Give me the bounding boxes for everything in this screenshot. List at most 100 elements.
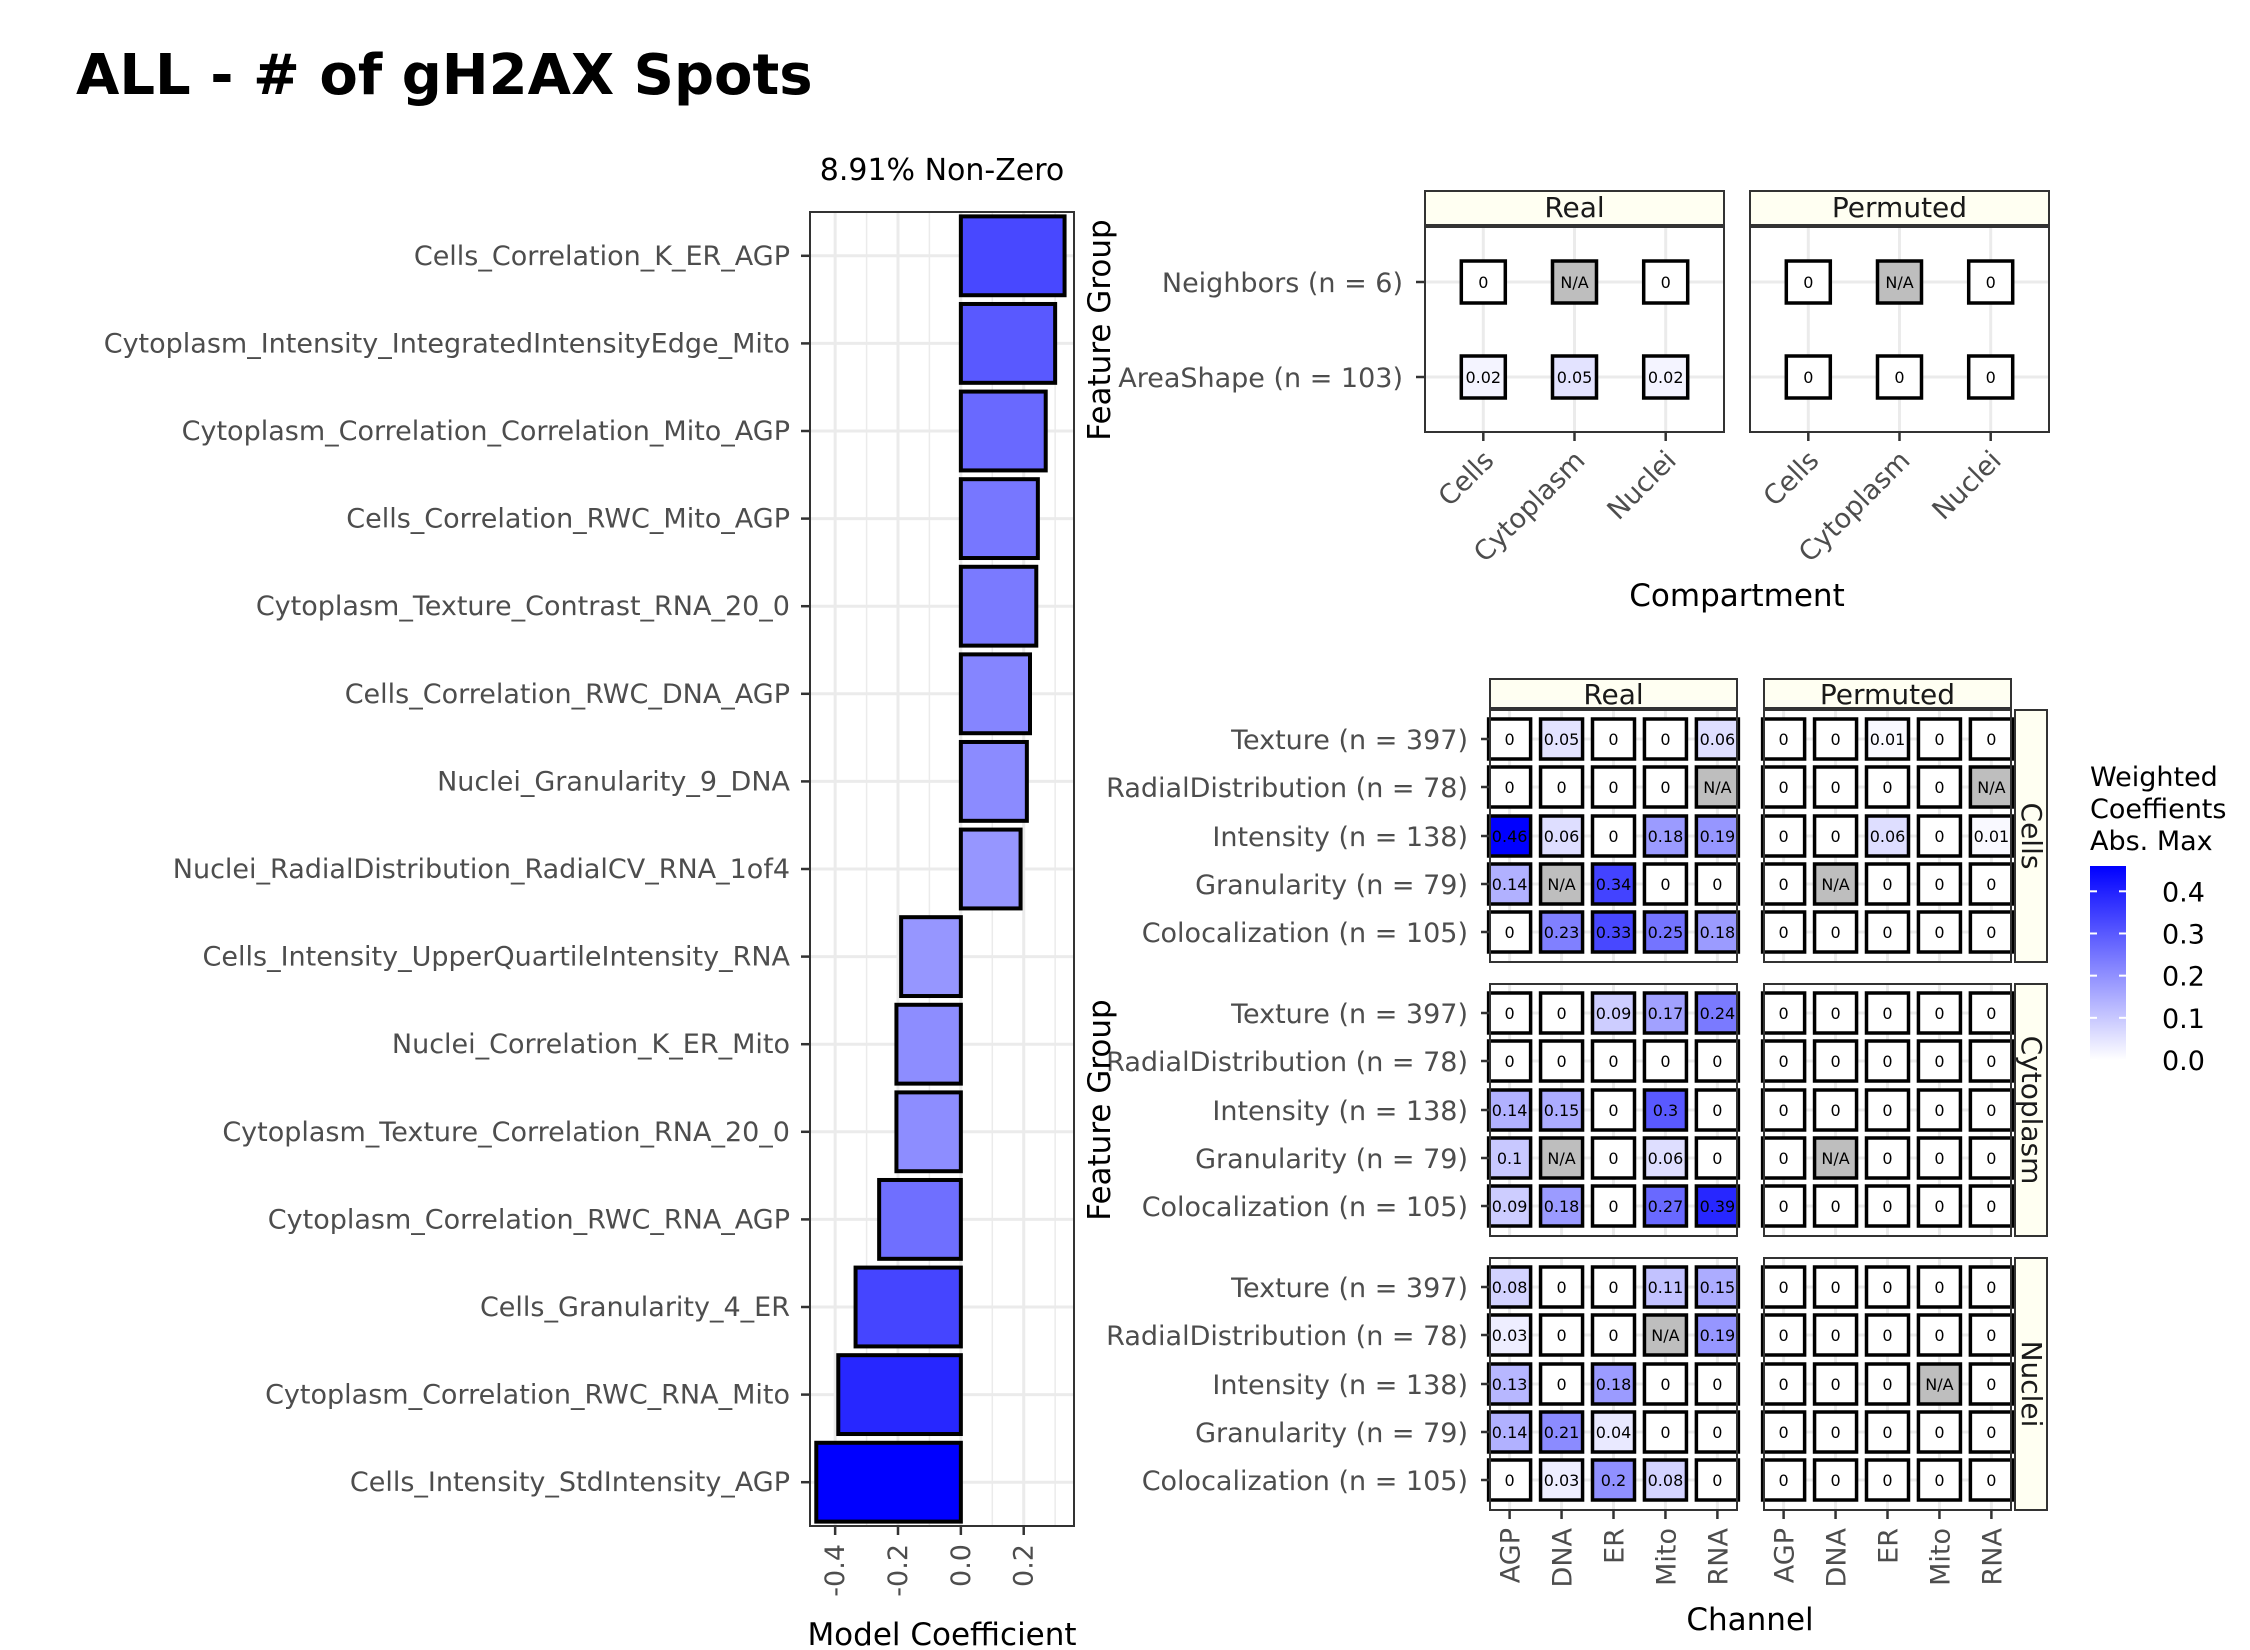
facet-strip-label: Cytoplasm xyxy=(2015,1036,2048,1185)
heatmap-cell xyxy=(1760,1410,1807,1454)
heatmap-cell xyxy=(1864,765,1911,809)
heatmap-cell-label: 0 xyxy=(1934,1197,1944,1216)
x-tick-label: Cells xyxy=(1758,445,1826,513)
heatmap-cell xyxy=(1760,1313,1807,1357)
heatmap-cell-label: 0.2 xyxy=(1601,1471,1626,1490)
heatmap-cell xyxy=(1812,1265,1859,1309)
heatmap-cell xyxy=(1538,1039,1585,1083)
heatmap-cell-label: 0 xyxy=(1803,273,1813,292)
heatmap-cell-label: 0 xyxy=(1660,1423,1670,1442)
heatmap-cell-label: 0 xyxy=(1505,778,1515,797)
heatmap-cell xyxy=(1916,1184,1963,1228)
heatmap-cell-label: 0 xyxy=(1882,1197,1892,1216)
heatmap-cell xyxy=(1694,1265,1741,1309)
heatmap-cell-label: 0 xyxy=(1830,923,1840,942)
heatmap-cell-label: 0.18 xyxy=(1544,1197,1580,1216)
x-tick-label: ER xyxy=(1600,1528,1631,1564)
heatmap-cell-label: 0.08 xyxy=(1648,1471,1684,1490)
facet-strip-label: Nuclei xyxy=(2015,1341,2048,1428)
heatmap-cell xyxy=(1590,862,1637,906)
coefficient-bar xyxy=(899,915,963,999)
heatmap-cell-label: 0.06 xyxy=(1870,827,1906,846)
heatmap-cell xyxy=(1694,814,1741,858)
heatmap-cell-label: 0 xyxy=(1830,1471,1840,1490)
heatmap-cell xyxy=(1760,1458,1807,1502)
heatmap-cell xyxy=(1590,814,1637,858)
heatmap-cell xyxy=(1760,1184,1807,1228)
coefficient-bar xyxy=(814,1440,963,1524)
coefficient-bar xyxy=(958,739,1029,823)
heatmap-cell-label: 0 xyxy=(1556,778,1566,797)
heatmap-cell-label: 0 xyxy=(1608,1197,1618,1216)
x-tick-label: AGP xyxy=(1496,1528,1527,1583)
y-tick-label: Intensity (n = 138) xyxy=(1212,1096,1468,1127)
heatmap-cell xyxy=(1590,1410,1637,1454)
heatmap-cell-label: 0 xyxy=(1830,1326,1840,1345)
heatmap-cell-label: 0.18 xyxy=(1648,827,1684,846)
x-tick-label: Cells xyxy=(1433,445,1501,513)
heatmap-cell-label: 0 xyxy=(1779,827,1789,846)
heatmap-cell-label: 0.3 xyxy=(1653,1101,1678,1120)
heatmap-cell xyxy=(1550,354,1599,400)
y-tick-label: Cytoplasm_Correlation_Correlation_Mito_A… xyxy=(182,416,790,447)
y-tick-label: AreaShape (n = 103) xyxy=(1118,363,1403,394)
heatmap-cell-label: 0.09 xyxy=(1492,1197,1528,1216)
legend-tick-label: 0.1 xyxy=(2162,1004,2205,1035)
coefficient-bar xyxy=(958,564,1039,648)
heatmap-cell xyxy=(1760,1088,1807,1132)
heatmap-cell-label: 0 xyxy=(1934,1101,1944,1120)
heatmap-cell xyxy=(1694,765,1741,809)
heatmap-cell-label: 0 xyxy=(1830,730,1840,749)
x-tick-label: DNA xyxy=(1822,1527,1853,1587)
heatmap-cell xyxy=(1875,259,1924,305)
y-tick-label: Nuclei_Granularity_9_DNA xyxy=(437,766,790,797)
bar-chart-title: 8.91% Non-Zero xyxy=(820,153,1065,188)
heatmap-cell-label: 0 xyxy=(1779,1423,1789,1442)
heatmap-cell xyxy=(1916,1088,1963,1132)
heatmap-cell-label: 0 xyxy=(1779,730,1789,749)
heatmap-cell xyxy=(1590,1313,1637,1357)
heatmap-cell xyxy=(1694,1088,1741,1132)
heatmap-cell xyxy=(1486,1265,1533,1309)
coefficient-bar xyxy=(958,652,1032,736)
heatmap-cell xyxy=(1968,1184,2015,1228)
heatmap-cell-label: 0 xyxy=(1608,1052,1618,1071)
heatmap-cell xyxy=(1538,1265,1585,1309)
heatmap-cell xyxy=(1864,1088,1911,1132)
heatmap-cell-label: N/A xyxy=(1821,1149,1849,1168)
heatmap-cell-label: 0 xyxy=(1986,1052,1996,1071)
heatmap-cell xyxy=(1590,1136,1637,1180)
heatmap-cell xyxy=(1812,765,1859,809)
heatmap-cell-label: 0.06 xyxy=(1648,1149,1684,1168)
heatmap-cell-label: 0.21 xyxy=(1544,1423,1580,1442)
y-axis-title: Feature Group xyxy=(1082,219,1118,440)
x-tick-label: -0.4 xyxy=(820,1544,851,1597)
heatmap-cell xyxy=(1812,814,1859,858)
heatmap-cell xyxy=(1812,991,1859,1035)
y-tick-label: Intensity (n = 138) xyxy=(1212,1370,1468,1401)
heatmap-cell-label: 0 xyxy=(1779,1004,1789,1023)
heatmap-cell-label: 0 xyxy=(1986,1101,1996,1120)
heatmap-cell-label: 0.15 xyxy=(1544,1101,1580,1120)
coefficient-bar xyxy=(894,1002,963,1086)
y-tick-label: Cells_Granularity_4_ER xyxy=(480,1292,790,1323)
heatmap-cell xyxy=(1642,862,1689,906)
heatmap-cell xyxy=(1864,862,1911,906)
heatmap-cell xyxy=(1538,1313,1585,1357)
heatmap-cell xyxy=(1864,1136,1911,1180)
heatmap-cell-label: 0 xyxy=(1882,875,1892,894)
heatmap-cell-label: 0.27 xyxy=(1648,1197,1684,1216)
heatmap-cell-label: 0.11 xyxy=(1648,1278,1684,1297)
x-tick-label: Mito xyxy=(1925,1528,1956,1586)
heatmap-cell xyxy=(1875,354,1924,400)
heatmap-cell xyxy=(1459,259,1508,305)
heatmap-cell-label: 0 xyxy=(1986,1149,1996,1168)
heatmap-cell-label: 0 xyxy=(1882,923,1892,942)
heatmap-cell xyxy=(1916,1410,1963,1454)
heatmap-cell-label: 0 xyxy=(1882,1004,1892,1023)
heatmap-cell-label: 0.06 xyxy=(1544,827,1580,846)
heatmap-cell xyxy=(1812,1136,1859,1180)
y-tick-label: Intensity (n = 138) xyxy=(1212,822,1468,853)
heatmap-cell xyxy=(1590,1265,1637,1309)
heatmap-cell xyxy=(1968,1410,2015,1454)
